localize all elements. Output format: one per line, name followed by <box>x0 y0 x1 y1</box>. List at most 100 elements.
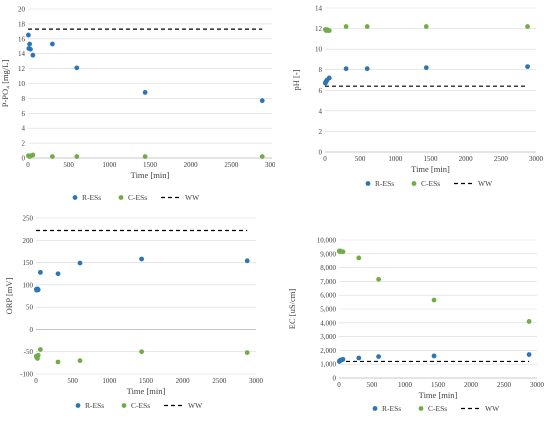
x-tick-label: 2000 <box>176 377 191 385</box>
c-es-point <box>139 349 145 355</box>
x-tick-label: 2500 <box>497 381 512 389</box>
legend-c-es-label: C-ESs <box>428 404 447 413</box>
r-es-point <box>364 66 370 72</box>
y-tick-label: 2 <box>22 140 26 148</box>
chart-svg-ec: 0 1,000 2,000 3,000 4,000 5,000 6,000 7,000 8,00… <box>287 237 545 414</box>
x-tick-label: 3000 <box>265 161 275 169</box>
r-es-point <box>431 353 437 359</box>
x-tick-label: 500 <box>63 161 74 169</box>
chart-panel-orp: -100 -50 0 50 100 150 200 250 0 500 1000 1500 2000 25… <box>0 210 275 421</box>
legend-ww-label: WW <box>485 404 500 413</box>
y-tick-label: 20 <box>18 6 26 14</box>
y-tick-label: 50 <box>26 304 34 312</box>
y-tick-label: 9,000 <box>320 250 336 258</box>
r-es-point <box>526 352 532 357</box>
c-es-point <box>326 28 332 34</box>
y-tick-label: 6 <box>319 87 323 95</box>
x-tick-label: 0 <box>337 381 341 389</box>
r-es-point <box>139 256 145 262</box>
legend-c-es-label: C-ESs <box>421 179 440 188</box>
r-es-point <box>356 355 362 361</box>
x-tick-label: 1000 <box>102 377 117 385</box>
r-es-point <box>30 52 36 58</box>
y-tick-label: 4 <box>22 125 26 133</box>
legend: R-ESs C-ESs WW <box>75 401 203 410</box>
y-tick-label: 6 <box>22 110 26 118</box>
x-tick-label: 0 <box>323 155 327 163</box>
y-tick-label: 0 <box>22 155 26 163</box>
r-es-point <box>244 258 250 264</box>
legend-ww-label: WW <box>188 401 203 410</box>
y-tick-label: 16 <box>18 35 26 43</box>
c-es-point <box>356 255 362 261</box>
x-tick-label: 1000 <box>398 381 413 389</box>
r-es-point <box>74 65 80 71</box>
legend: R-ESs C-ESs WW <box>72 193 200 202</box>
chart-panel-p-po4: 0 2 4 6 8 10 12 14 16 18 20 0 500 1000 1500 2000 2500 300… <box>0 0 280 210</box>
y-axis-title: ORP [mV] <box>4 277 14 314</box>
c-es-point <box>340 249 346 255</box>
r-es-point <box>259 98 265 104</box>
legend-r-es-label: R-ESs <box>85 401 104 410</box>
y-tick-label: 150 <box>23 259 34 267</box>
y-tick-label: -100 <box>20 371 33 379</box>
x-tick-label: 0 <box>26 161 30 169</box>
x-tick-label: 3000 <box>529 155 544 163</box>
y-tick-label: 0 <box>30 326 34 334</box>
c-es-point <box>259 154 265 159</box>
x-tick-label: 2000 <box>459 155 474 163</box>
chart-svg-ph: 0 2 4 6 8 10 12 14 0 500 1000 1500 2000 2500 3000 Time … <box>291 5 544 189</box>
c-es-point <box>525 24 530 29</box>
legend-c-es-marker <box>418 406 424 411</box>
c-es-point <box>364 24 370 29</box>
x-tick-label: 1000 <box>388 155 403 163</box>
x-tick-label: 500 <box>67 377 78 385</box>
legend-ww-label: WW <box>478 179 493 188</box>
legend-r-es-marker <box>75 403 81 408</box>
y-tick-label: 12 <box>18 65 26 73</box>
r-es-point <box>26 32 31 38</box>
legend-r-es-label: R-ESs <box>382 404 401 413</box>
y-tick-label: 8 <box>22 95 26 103</box>
r-es-point <box>423 65 429 71</box>
r-es-point <box>50 41 55 47</box>
c-es-point <box>55 359 61 365</box>
legend-r-es-marker <box>365 181 371 186</box>
legend: R-ESs C-ESs WW <box>372 404 500 413</box>
y-tick-label: 200 <box>23 237 34 245</box>
x-tick-label: 1000 <box>102 161 117 169</box>
x-axis-title: Time [min] <box>419 390 458 400</box>
c-es-point <box>74 154 80 159</box>
y-tick-label: 4,000 <box>320 319 336 327</box>
r-es-point <box>326 75 332 81</box>
c-es-point <box>50 154 55 159</box>
x-tick-label: 2500 <box>494 155 509 163</box>
legend-r-es-label: R-ESs <box>82 193 101 202</box>
y-tick-label: 6,000 <box>320 292 336 300</box>
x-axis-title: Time [min] <box>127 386 166 396</box>
legend-c-es-label: C-ESs <box>131 401 150 410</box>
x-tick-label: 1500 <box>143 161 158 169</box>
y-tick-label: 14 <box>315 5 323 13</box>
x-tick-label: 2500 <box>212 377 227 385</box>
x-tick-label: 3000 <box>249 377 264 385</box>
c-es-point <box>423 24 429 29</box>
y-axis-title: EC [uS/cm] <box>287 289 297 330</box>
y-tick-label: 5,000 <box>320 306 336 314</box>
r-es-point <box>525 64 530 70</box>
chart-svg-p-po4: 0 2 4 6 8 10 12 14 16 18 20 0 500 1000 1500 2000 2500 300… <box>0 6 280 203</box>
y-axis-title: pH [-] <box>291 69 301 90</box>
r-es-point <box>142 90 148 95</box>
y-tick-label: 100 <box>23 281 34 289</box>
c-es-point <box>244 350 250 356</box>
x-tick-label: 2000 <box>464 381 479 389</box>
x-axis-title: Time [min] <box>411 164 450 174</box>
y-tick-label: 10 <box>315 46 323 54</box>
chart-panel-ec: 0 1,000 2,000 3,000 4,000 5,000 6,000 7,000 8,00… <box>275 210 550 421</box>
y-tick-label: 8 <box>319 66 323 74</box>
r-es-point <box>38 269 43 275</box>
legend-r-es-label: R-ESs <box>375 179 394 188</box>
r-es-point <box>343 66 349 72</box>
r-es-point <box>27 41 33 47</box>
y-tick-label: 0 <box>319 149 323 157</box>
